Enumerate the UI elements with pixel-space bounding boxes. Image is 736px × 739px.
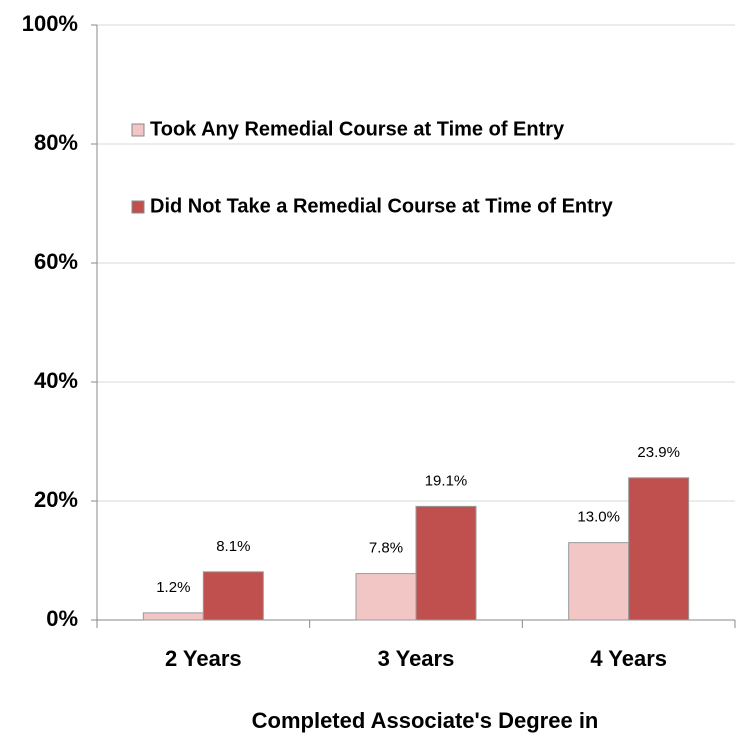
legend-swatch	[131, 123, 145, 137]
value-label: 8.1%	[216, 538, 250, 555]
value-label: 19.1%	[425, 472, 468, 489]
bar	[415, 505, 477, 621]
y-tick-label: 0%	[46, 606, 78, 631]
bar	[628, 477, 690, 621]
bar	[142, 612, 204, 621]
y-tick-label: 100%	[22, 11, 78, 36]
value-label: 23.9%	[637, 444, 680, 461]
y-tick-label: 60%	[34, 249, 78, 274]
bar	[568, 542, 630, 621]
value-label: 13.0%	[577, 509, 620, 526]
y-tick-label: 40%	[34, 368, 78, 393]
legend-label: Did Not Take a Remedial Course at Time o…	[150, 195, 614, 217]
y-tick-label: 20%	[34, 487, 78, 512]
bar	[202, 571, 264, 621]
legend-label: Took Any Remedial Course at Time of Entr…	[150, 118, 565, 140]
y-tick-label: 80%	[34, 130, 78, 155]
value-label: 1.2%	[156, 579, 190, 596]
x-tick-label: 2 Years	[165, 646, 242, 671]
x-axis-label: Completed Associate's Degree in	[252, 708, 599, 733]
x-tick-label: 4 Years	[590, 646, 667, 671]
value-label: 7.8%	[369, 540, 403, 557]
bar	[355, 573, 417, 621]
legend-swatch	[131, 200, 145, 214]
x-tick-label: 3 Years	[378, 646, 455, 671]
